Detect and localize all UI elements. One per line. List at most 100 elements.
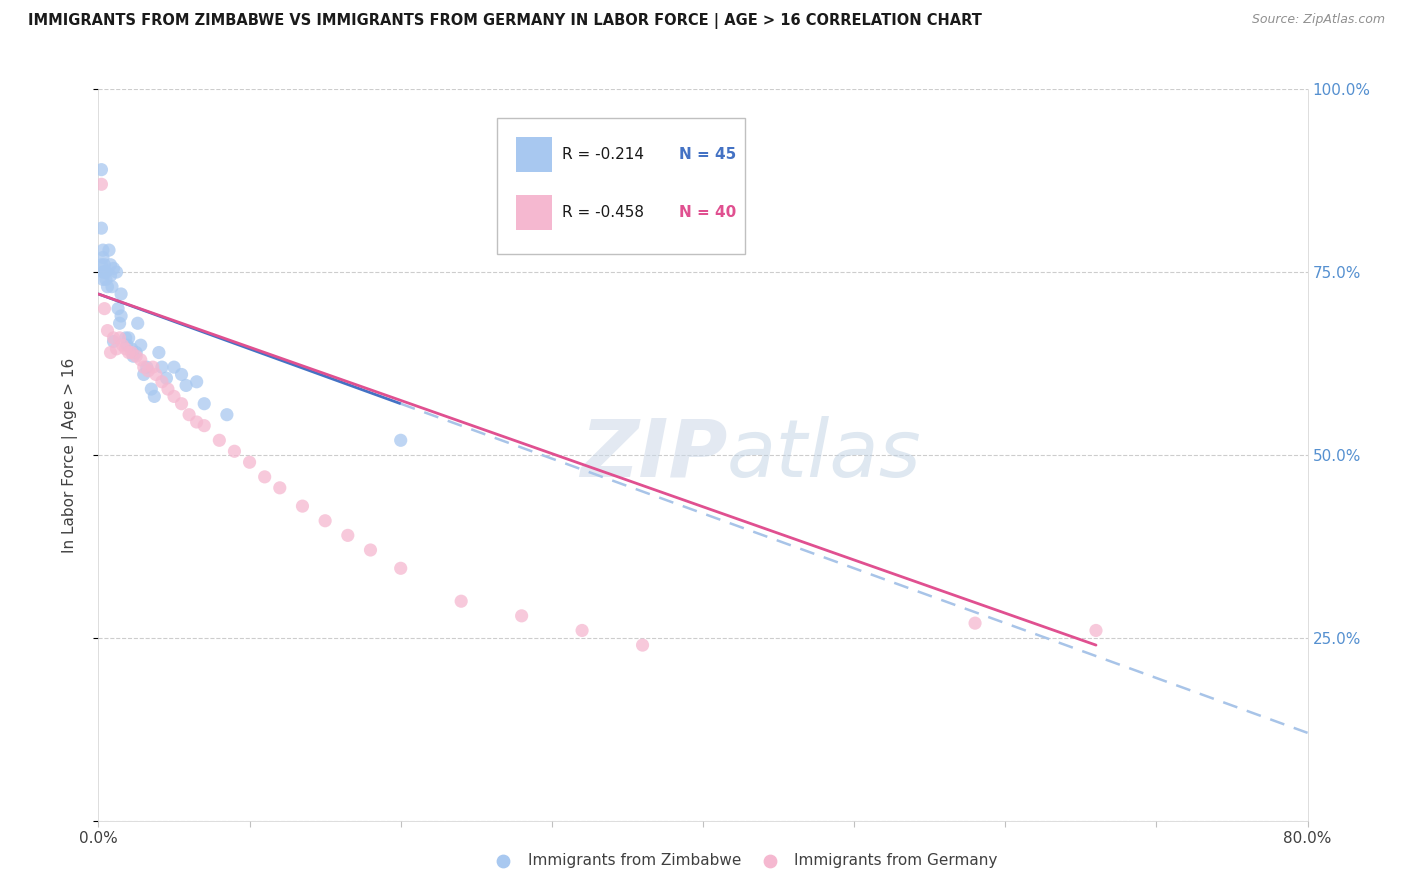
Bar (516, 136, 551, 172)
Point (170, 368, 193, 382)
Text: Source: ZipAtlas.com: Source: ZipAtlas.com (1251, 13, 1385, 27)
Text: ZIP: ZIP (579, 416, 727, 494)
Point (122, 349, 145, 363)
Point (208, 434, 231, 448)
Point (927, 854, 949, 868)
Point (103, 261, 125, 276)
Text: N = 45: N = 45 (679, 147, 737, 161)
Point (163, 360, 186, 375)
Point (336, 528, 359, 542)
Point (114, 342, 136, 356)
Point (91, 251, 114, 265)
Text: R = -0.458: R = -0.458 (561, 205, 644, 220)
Text: N = 40: N = 40 (679, 205, 737, 220)
Point (389, 561, 412, 575)
FancyBboxPatch shape (498, 119, 745, 253)
Point (450, 594, 472, 608)
Point (239, 455, 262, 469)
Point (105, 265, 128, 279)
Point (90, 258, 112, 272)
Point (93, 301, 115, 316)
Point (90, 178, 112, 192)
Point (118, 345, 141, 359)
Point (100, 258, 122, 272)
Point (108, 316, 131, 330)
Point (193, 418, 215, 433)
Point (132, 368, 155, 382)
Point (510, 608, 533, 623)
Point (103, 334, 125, 349)
Point (145, 368, 167, 382)
Point (127, 316, 149, 330)
Point (143, 389, 166, 403)
Point (291, 499, 314, 513)
Point (148, 345, 170, 359)
Point (571, 624, 593, 638)
Point (631, 638, 654, 652)
Point (170, 397, 193, 411)
Point (105, 342, 128, 356)
Point (269, 481, 291, 495)
Point (136, 364, 159, 378)
Point (150, 360, 173, 375)
Point (103, 331, 125, 345)
Point (186, 415, 208, 429)
Point (155, 371, 177, 385)
Point (141, 382, 163, 396)
Point (129, 352, 152, 367)
Point (224, 444, 246, 458)
Point (121, 342, 143, 356)
Point (90, 221, 112, 235)
Point (90, 162, 112, 177)
Point (94, 265, 117, 279)
Point (93, 265, 115, 279)
Point (91, 272, 114, 286)
Point (186, 375, 208, 389)
Point (389, 434, 412, 448)
Point (129, 338, 152, 352)
Point (174, 378, 197, 392)
Text: atlas: atlas (727, 416, 922, 494)
Point (1085, 624, 1108, 638)
Point (193, 397, 215, 411)
Point (253, 470, 276, 484)
Point (91, 243, 114, 257)
Point (96, 279, 118, 293)
Point (100, 345, 122, 359)
Y-axis label: In Labor Force | Age > 16: In Labor Force | Age > 16 (62, 358, 77, 552)
Point (593, 854, 616, 868)
Text: R = -0.214: R = -0.214 (561, 147, 644, 161)
Point (98, 243, 121, 257)
Point (135, 360, 157, 375)
Point (110, 287, 132, 301)
Point (121, 345, 143, 359)
Point (156, 382, 179, 396)
Bar (516, 195, 551, 230)
Point (163, 389, 186, 403)
Point (142, 360, 165, 375)
Point (360, 543, 382, 558)
Point (125, 345, 148, 359)
Point (100, 268, 122, 283)
Text: IMMIGRANTS FROM ZIMBABWE VS IMMIGRANTS FROM GERMANY IN LABOR FORCE | AGE > 16 CO: IMMIGRANTS FROM ZIMBABWE VS IMMIGRANTS F… (28, 13, 981, 29)
Point (114, 331, 136, 345)
Text: Immigrants from Zimbabwe: Immigrants from Zimbabwe (527, 854, 741, 869)
Point (179, 408, 201, 422)
Point (118, 331, 141, 345)
Point (101, 279, 124, 293)
Point (91, 265, 114, 279)
Point (132, 360, 155, 375)
Point (110, 309, 132, 323)
Point (111, 338, 134, 352)
Point (93, 258, 115, 272)
Text: Immigrants from Germany: Immigrants from Germany (793, 854, 997, 869)
Point (965, 616, 987, 631)
Point (215, 408, 238, 422)
Point (115, 338, 138, 352)
Point (94, 272, 117, 286)
Point (314, 514, 336, 528)
Point (108, 331, 131, 345)
Point (107, 301, 129, 316)
Point (150, 375, 173, 389)
Point (96, 324, 118, 338)
